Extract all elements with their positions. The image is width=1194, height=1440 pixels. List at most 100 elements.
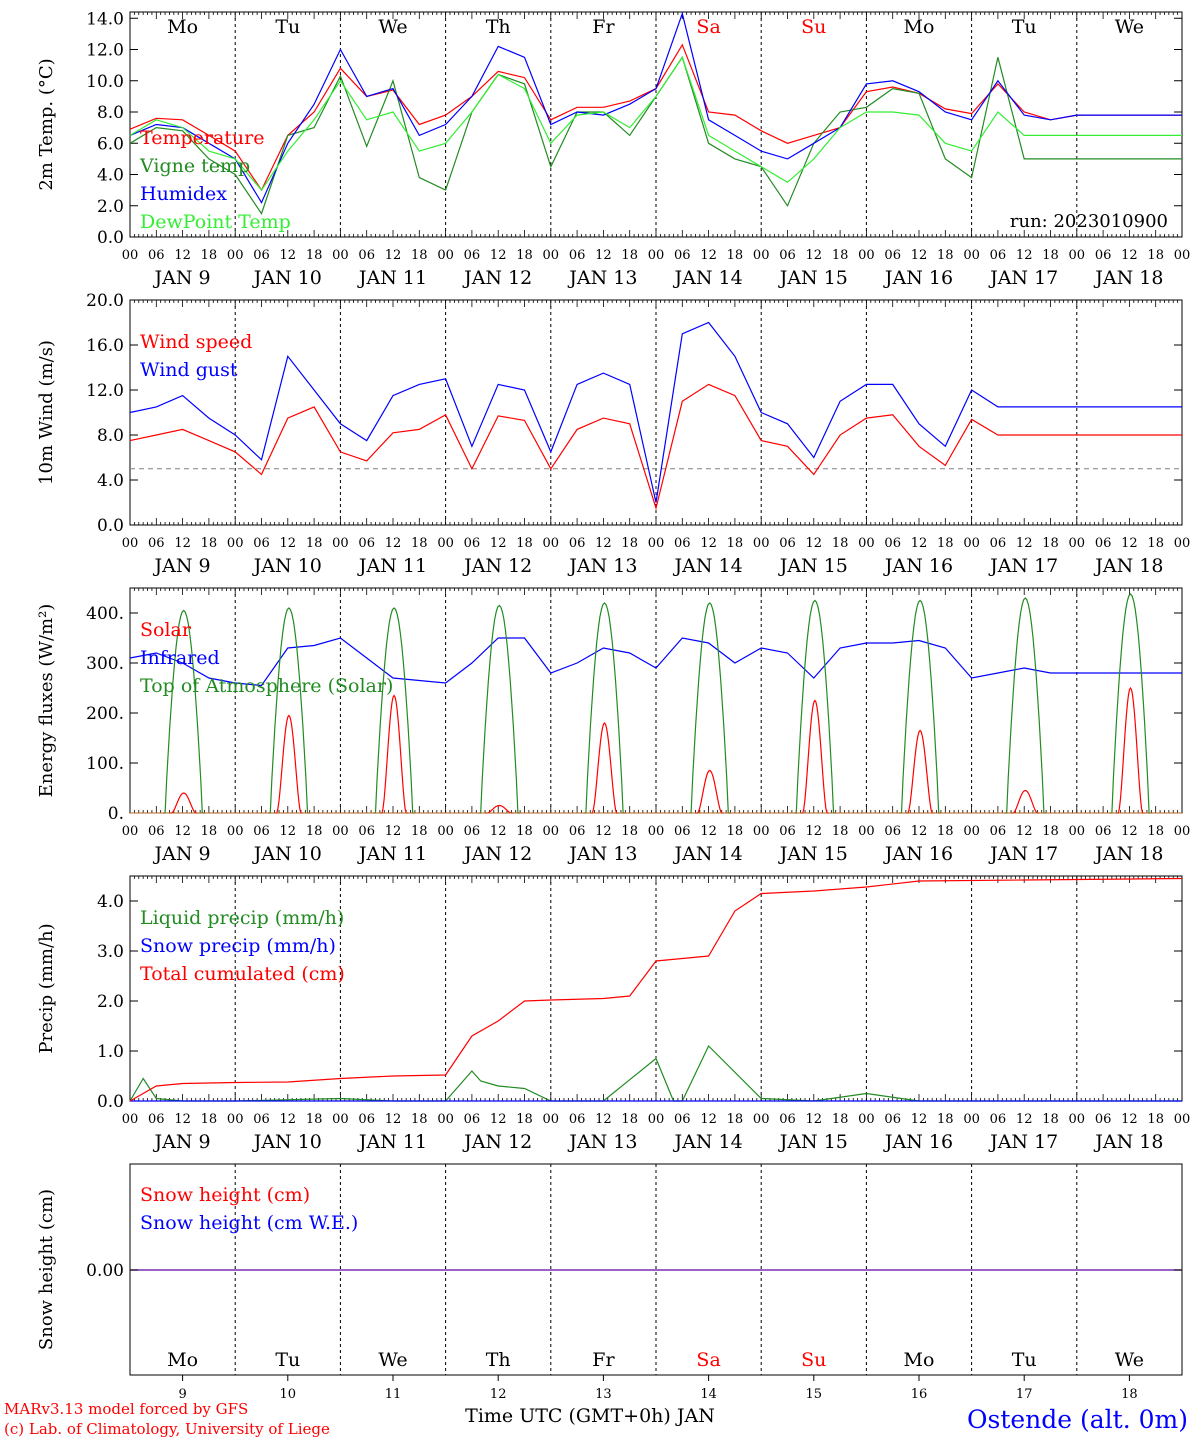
y-tick-label: 12.0 xyxy=(86,381,124,401)
hour-tick-label: 12 xyxy=(806,248,823,263)
day-number-label: 16 xyxy=(911,1387,928,1402)
hour-tick-label: 12 xyxy=(174,824,191,839)
hour-tick-label: 06 xyxy=(253,1112,270,1127)
hour-tick-label: 06 xyxy=(884,536,901,551)
hour-tick-label: 00 xyxy=(227,536,244,551)
hour-tick-label: 06 xyxy=(464,1112,481,1127)
hour-tick-label: 12 xyxy=(385,824,402,839)
hour-tick-label: 12 xyxy=(806,824,823,839)
hour-tick-label: 00 xyxy=(437,824,454,839)
date-label: JAN 12 xyxy=(462,843,532,865)
panel-4: 0.0 1.0 2.0 3.0 4.0 Precip (mm/h) Liquid preci… xyxy=(36,875,1190,1153)
hour-tick-label: 18 xyxy=(1042,536,1059,551)
hour-tick-label: 12 xyxy=(1016,248,1033,263)
y-tick-label: 400. xyxy=(86,604,124,624)
hour-tick-label: 18 xyxy=(727,248,744,263)
hour-tick-label: 18 xyxy=(201,824,218,839)
hour-tick-label: 06 xyxy=(569,1112,586,1127)
hour-tick-label: 06 xyxy=(990,824,1007,839)
solar-curve xyxy=(800,699,830,814)
toa-solar-curve xyxy=(1004,597,1047,814)
hour-tick-label: 12 xyxy=(595,1112,612,1127)
hour-tick-label: 18 xyxy=(201,1112,218,1127)
solar-curve xyxy=(1011,789,1040,814)
date-label: JAN 18 xyxy=(1093,267,1163,289)
hour-tick-label: 06 xyxy=(674,1112,691,1127)
series-line-total xyxy=(129,877,1183,1102)
hour-tick-label: 12 xyxy=(385,536,402,551)
y-axis-title: Energy fluxes (W/m²) xyxy=(36,604,57,798)
date-label: JAN 18 xyxy=(1093,555,1163,577)
y-tick-label: 10.0 xyxy=(86,72,124,92)
day-number-label: 13 xyxy=(595,1387,612,1402)
hour-tick-label: 06 xyxy=(674,248,691,263)
hour-tick-label: 18 xyxy=(1147,1112,1164,1127)
y-axis-title: 10m Wind (m/s) xyxy=(36,340,57,485)
date-label: JAN 11 xyxy=(357,1131,427,1153)
toa-solar-curve xyxy=(899,599,941,814)
date-label: JAN 15 xyxy=(778,267,848,289)
hour-tick-label: 12 xyxy=(700,1112,717,1127)
day-name: Mo xyxy=(904,1349,935,1371)
date-label: JAN 16 xyxy=(883,555,953,577)
legend-entry: Total cumulated (cm) xyxy=(140,963,345,985)
hour-tick-label: 18 xyxy=(306,1112,323,1127)
hour-tick-label: 00 xyxy=(543,1112,560,1127)
model-credit: MARv3.13 model forced by GFS xyxy=(4,1400,248,1418)
hour-tick-label: 00 xyxy=(753,1112,770,1127)
hour-tick-label: 18 xyxy=(937,824,954,839)
hour-tick-label: 00 xyxy=(1069,248,1086,263)
hour-tick-label: 06 xyxy=(148,1112,165,1127)
hour-tick-label: 00 xyxy=(1069,1112,1086,1127)
hour-tick-label: 18 xyxy=(1042,1112,1059,1127)
hour-tick-label: 06 xyxy=(779,536,796,551)
hour-tick-label: 12 xyxy=(490,824,507,839)
hour-tick-label: 00 xyxy=(648,536,665,551)
hour-tick-label: 18 xyxy=(937,536,954,551)
y-tick-label: 4.0 xyxy=(97,892,124,912)
hour-tick-label: 00 xyxy=(543,536,560,551)
hour-tick-label: 18 xyxy=(1147,536,1164,551)
hour-tick-label: 12 xyxy=(490,248,507,263)
day-name: We xyxy=(378,16,407,38)
legend-entry: Temperature xyxy=(140,127,264,149)
legend-entry: Wind speed xyxy=(140,331,252,353)
panel-3: 0. 100. 200. 300. 400. Energy fluxes (W/m²) So… xyxy=(36,587,1190,865)
day-number-label: 18 xyxy=(1121,1387,1138,1402)
toa-solar-curve xyxy=(794,599,836,814)
legend-entry: Wind gust xyxy=(140,359,238,381)
hour-tick-label: 06 xyxy=(990,1112,1007,1127)
hour-tick-label: 18 xyxy=(832,824,849,839)
date-label: JAN 14 xyxy=(673,555,743,577)
hour-tick-label: 18 xyxy=(937,248,954,263)
day-name: Su xyxy=(801,1349,826,1371)
hour-tick-label: 12 xyxy=(700,536,717,551)
hour-tick-label: 12 xyxy=(911,248,928,263)
hour-tick-label: 06 xyxy=(884,248,901,263)
legend-entry: Humidex xyxy=(140,183,227,205)
y-tick-label: 0.0 xyxy=(97,516,124,536)
hour-tick-label: 12 xyxy=(280,536,297,551)
hour-tick-label: 00 xyxy=(753,824,770,839)
hour-tick-label: 06 xyxy=(1095,824,1112,839)
y-tick-label: 16.0 xyxy=(86,336,124,356)
day-number-label: 12 xyxy=(490,1387,507,1402)
hour-tick-label: 18 xyxy=(621,536,638,551)
y-tick-label: 3.0 xyxy=(97,942,124,962)
hour-tick-label: 00 xyxy=(543,248,560,263)
hour-tick-label: 12 xyxy=(1016,824,1033,839)
date-label: JAN 18 xyxy=(1093,843,1163,865)
hour-tick-label: 00 xyxy=(122,824,139,839)
day-number-label: 17 xyxy=(1016,1387,1033,1402)
day-name: Tu xyxy=(275,16,300,38)
hour-tick-label: 00 xyxy=(858,1112,875,1127)
date-label: JAN 12 xyxy=(462,267,532,289)
hour-tick-label: 00 xyxy=(963,1112,980,1127)
hour-tick-label: 12 xyxy=(280,824,297,839)
hour-tick-label: 00 xyxy=(543,824,560,839)
toa-solar-curve xyxy=(268,607,310,814)
hour-tick-label: 12 xyxy=(280,248,297,263)
hour-tick-label: 12 xyxy=(1016,536,1033,551)
hour-tick-label: 06 xyxy=(464,248,481,263)
hour-tick-label: 18 xyxy=(306,248,323,263)
